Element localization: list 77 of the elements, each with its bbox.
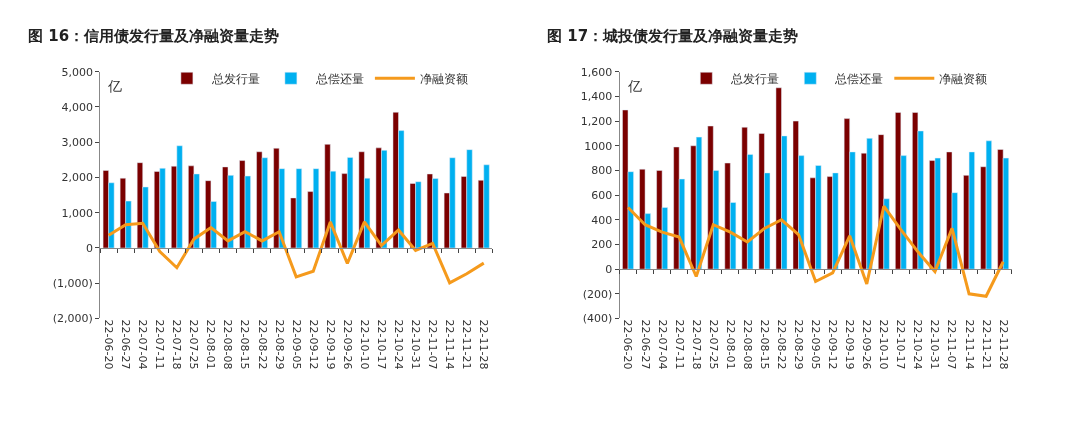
y-axis-title: 亿 [107, 78, 122, 94]
y-tick-label: 0 [605, 262, 613, 276]
y-tick-label: (400) [582, 312, 613, 326]
x-tick-label: 22-09-26 [340, 319, 354, 370]
y-tick-label: (200) [582, 287, 613, 301]
x-tick-label: 22-10-24 [391, 319, 405, 370]
x-tick-label: 22-08-15 [238, 319, 252, 370]
x-tick-label: 22-06-27 [119, 319, 133, 370]
x-tick-label: 22-08-29 [791, 319, 805, 370]
x-tick-label: 22-11-14 [443, 319, 457, 370]
x-tick-label: 22-08-08 [740, 319, 754, 370]
x-tick-label: 22-07-11 [153, 319, 167, 370]
x-tick-label: 22-11-07 [426, 319, 440, 370]
y-tick-label: 1000 [584, 139, 613, 153]
x-tick-label: 22-08-08 [221, 319, 235, 370]
legend-label: 净融资额 [939, 71, 988, 86]
x-tick-label: 22-09-26 [860, 319, 874, 370]
x-tick-label: 22-11-21 [460, 319, 474, 370]
y-tick-label: 0 [85, 241, 93, 255]
x-tick-label: 22-11-07 [945, 319, 959, 370]
x-tick-label: 22-10-31 [928, 319, 942, 370]
x-tick-label: 22-10-10 [357, 319, 371, 370]
x-tick-label: 22-06-20 [621, 319, 635, 370]
y-tick-label: (1,000) [52, 277, 93, 291]
y-tick-label: 400 [591, 213, 613, 227]
legend-label: 总发行量 [210, 71, 260, 86]
x-tick-label: 22-08-22 [774, 319, 788, 370]
chart-title: 图 16：信用债发行量及净融资量走势 [28, 27, 280, 45]
legend-label: 总发行量 [730, 71, 780, 86]
x-tick-label: 22-08-01 [204, 319, 218, 370]
line-series [107, 220, 486, 285]
x-tick-label: 22-07-11 [672, 319, 686, 370]
x-tick-label: 22-07-25 [187, 319, 201, 370]
y-tick-label: 5,000 [61, 65, 93, 79]
x-tick-label: 22-09-12 [826, 319, 840, 370]
x-tick-label: 22-09-05 [809, 319, 823, 370]
legend-label: 总偿还量 [314, 71, 364, 86]
x-tick-label: 22-09-19 [323, 319, 337, 370]
y-tick-label: 1,400 [580, 90, 613, 104]
x-tick-label: 22-08-15 [757, 319, 771, 370]
x-tick-label: 22-09-05 [289, 319, 303, 370]
y-tick-label: 800 [591, 164, 613, 178]
x-tick-label: 22-11-21 [979, 319, 993, 370]
y-axis-title: 亿 [627, 78, 642, 94]
x-tick-label: 22-07-18 [689, 319, 703, 370]
x-tick-label: 22-10-31 [408, 319, 422, 370]
y-tick-label: 3,000 [61, 136, 93, 150]
x-tick-label: 22-10-24 [911, 319, 925, 370]
x-tick-label: 22-07-04 [136, 319, 150, 370]
legend-label: 总偿还量 [834, 71, 884, 86]
y-tick-label: 1,600 [580, 65, 613, 79]
x-tick-label: 22-07-18 [170, 319, 184, 370]
line-series [626, 204, 1005, 298]
y-tick-label: 1,000 [61, 206, 93, 220]
chart-title: 图 17：城投债发行量及净融资量走势 [547, 27, 799, 45]
x-tick-label: 22-11-28 [477, 319, 491, 370]
x-tick-label: 22-10-10 [877, 319, 891, 370]
x-tick-label: 22-09-19 [843, 319, 857, 370]
x-tick-label: 22-11-14 [962, 319, 976, 370]
x-tick-label: 22-11-28 [996, 319, 1010, 370]
x-tick-label: 22-06-20 [102, 319, 116, 370]
x-tick-label: 22-09-12 [306, 319, 320, 370]
legend-label: 净融资额 [419, 71, 468, 86]
y-tick-label: 2,000 [61, 171, 93, 185]
y-tick-label: 1,200 [580, 114, 613, 128]
x-tick-label: 22-10-17 [894, 319, 908, 370]
y-tick-label: 600 [591, 188, 613, 202]
y-tick-label: 4,000 [61, 100, 93, 114]
x-tick-label: 22-10-17 [374, 319, 388, 370]
x-tick-label: 22-08-01 [723, 319, 737, 370]
x-tick-label: 22-06-27 [638, 319, 652, 370]
y-tick-label: (2,000) [52, 312, 93, 326]
x-tick-label: 22-07-04 [655, 319, 669, 370]
x-tick-label: 22-08-29 [272, 319, 286, 370]
x-tick-label: 22-08-22 [255, 319, 269, 370]
x-tick-label: 22-07-25 [706, 319, 720, 370]
y-tick-label: 200 [591, 238, 613, 252]
